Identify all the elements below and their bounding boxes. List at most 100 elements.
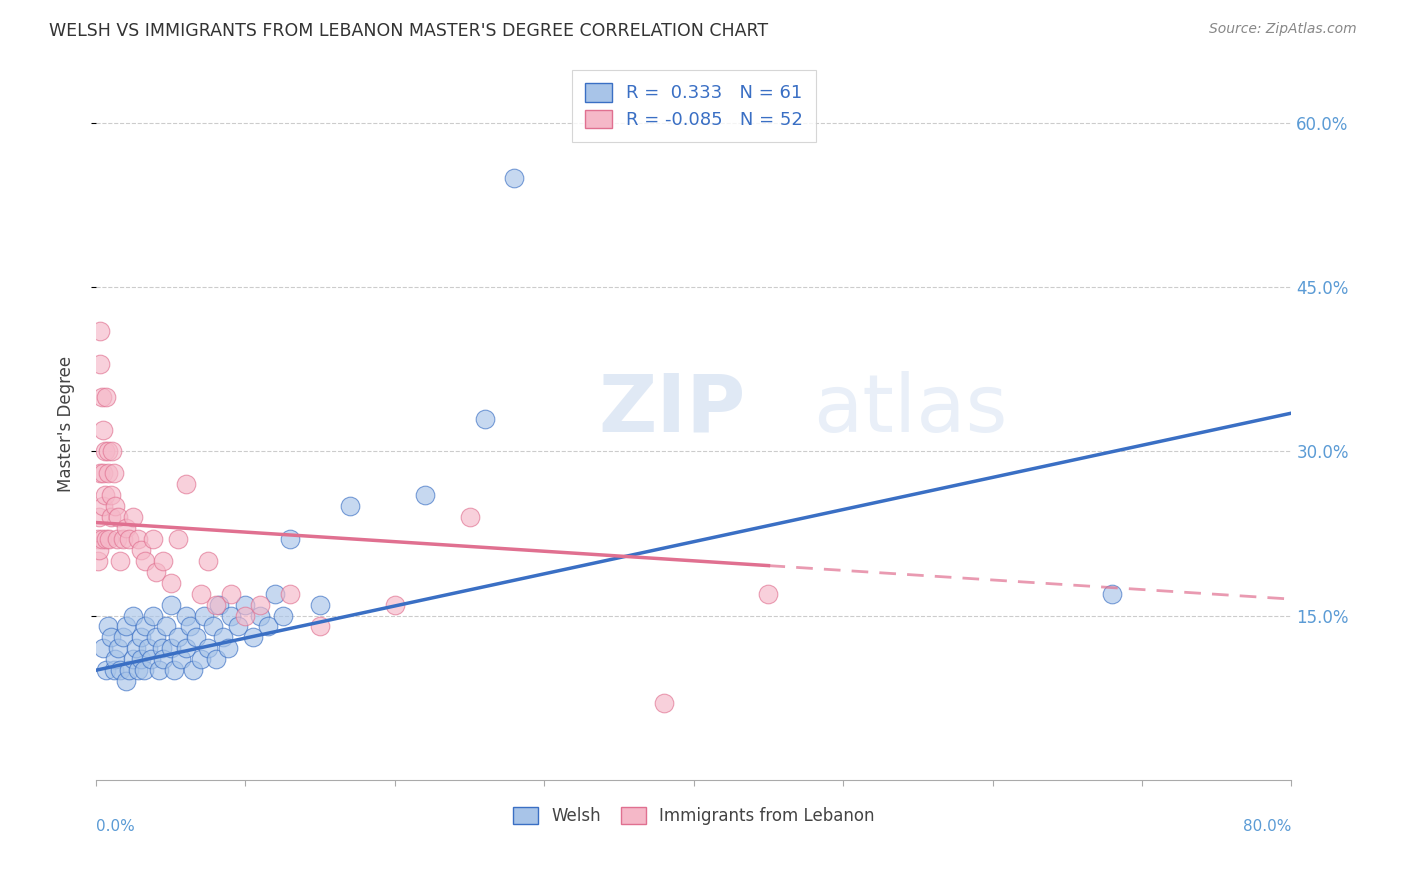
Point: [103, 467, 125, 481]
Point: [105, 532, 128, 546]
Point: [242, 631, 264, 645]
Point: [249, 598, 271, 612]
Point: [97, 444, 120, 458]
Point: [101, 444, 124, 458]
Point: [103, 663, 125, 677]
Point: [174, 641, 197, 656]
Point: [758, 587, 780, 601]
Point: [115, 619, 138, 633]
Point: [249, 608, 271, 623]
Point: [163, 663, 186, 677]
Point: [257, 619, 280, 633]
Point: [93, 423, 115, 437]
Point: [127, 663, 149, 677]
Point: [91, 532, 114, 546]
Point: [159, 575, 181, 590]
Point: [159, 641, 181, 656]
Point: [155, 619, 177, 633]
Point: [190, 652, 212, 666]
Point: [96, 663, 118, 677]
Point: [132, 663, 155, 677]
Point: [219, 587, 242, 601]
Point: [278, 587, 301, 601]
Point: [193, 608, 215, 623]
Point: [413, 488, 436, 502]
Point: [125, 641, 148, 656]
Text: atlas: atlas: [813, 371, 1008, 449]
Point: [129, 542, 152, 557]
Point: [129, 631, 152, 645]
Point: [100, 631, 122, 645]
Point: [309, 619, 332, 633]
Point: [111, 532, 134, 546]
Point: [150, 641, 173, 656]
Point: [174, 608, 197, 623]
Point: [152, 554, 174, 568]
Point: [122, 510, 145, 524]
Point: [204, 652, 226, 666]
Legend: Welsh, Immigrants from Lebanon: Welsh, Immigrants from Lebanon: [506, 800, 882, 831]
Point: [174, 477, 197, 491]
Point: [278, 532, 301, 546]
Point: [207, 598, 229, 612]
Point: [197, 641, 219, 656]
Point: [93, 499, 115, 513]
Point: [94, 444, 117, 458]
Text: 80.0%: 80.0%: [1243, 819, 1292, 834]
Point: [115, 674, 138, 689]
Point: [201, 619, 224, 633]
Point: [107, 641, 129, 656]
Text: WELSH VS IMMIGRANTS FROM LEBANON MASTER'S DEGREE CORRELATION CHART: WELSH VS IMMIGRANTS FROM LEBANON MASTER'…: [49, 22, 768, 40]
Point: [93, 467, 115, 481]
Point: [142, 532, 165, 546]
Point: [86, 554, 108, 568]
Point: [235, 608, 257, 623]
Point: [145, 631, 167, 645]
Point: [1101, 587, 1123, 601]
Point: [115, 521, 138, 535]
Point: [134, 619, 156, 633]
Point: [94, 488, 117, 502]
Point: [503, 170, 526, 185]
Point: [145, 565, 167, 579]
Point: [122, 608, 145, 623]
Point: [96, 532, 118, 546]
Point: [226, 619, 249, 633]
Point: [97, 619, 120, 633]
Point: [129, 652, 152, 666]
Point: [148, 663, 170, 677]
Point: [93, 641, 115, 656]
Point: [181, 663, 204, 677]
Point: [197, 554, 219, 568]
Point: [167, 631, 190, 645]
Point: [212, 631, 235, 645]
Point: [159, 598, 181, 612]
Point: [89, 467, 111, 481]
Point: [89, 324, 111, 338]
Point: [104, 499, 127, 513]
Point: [141, 652, 163, 666]
Point: [127, 532, 149, 546]
Point: [104, 652, 127, 666]
Point: [100, 510, 122, 524]
Point: [111, 631, 134, 645]
Text: 0.0%: 0.0%: [96, 819, 135, 834]
Point: [204, 598, 226, 612]
Point: [264, 587, 287, 601]
Point: [167, 532, 190, 546]
Point: [86, 532, 108, 546]
Point: [170, 652, 193, 666]
Point: [179, 619, 201, 633]
Point: [100, 488, 122, 502]
Point: [91, 390, 114, 404]
Point: [309, 598, 332, 612]
Point: [89, 357, 111, 371]
Point: [142, 608, 165, 623]
Point: [118, 532, 141, 546]
Point: [152, 652, 174, 666]
Point: [134, 554, 156, 568]
Point: [136, 641, 159, 656]
Point: [122, 652, 145, 666]
Point: [96, 390, 118, 404]
Point: [474, 411, 496, 425]
